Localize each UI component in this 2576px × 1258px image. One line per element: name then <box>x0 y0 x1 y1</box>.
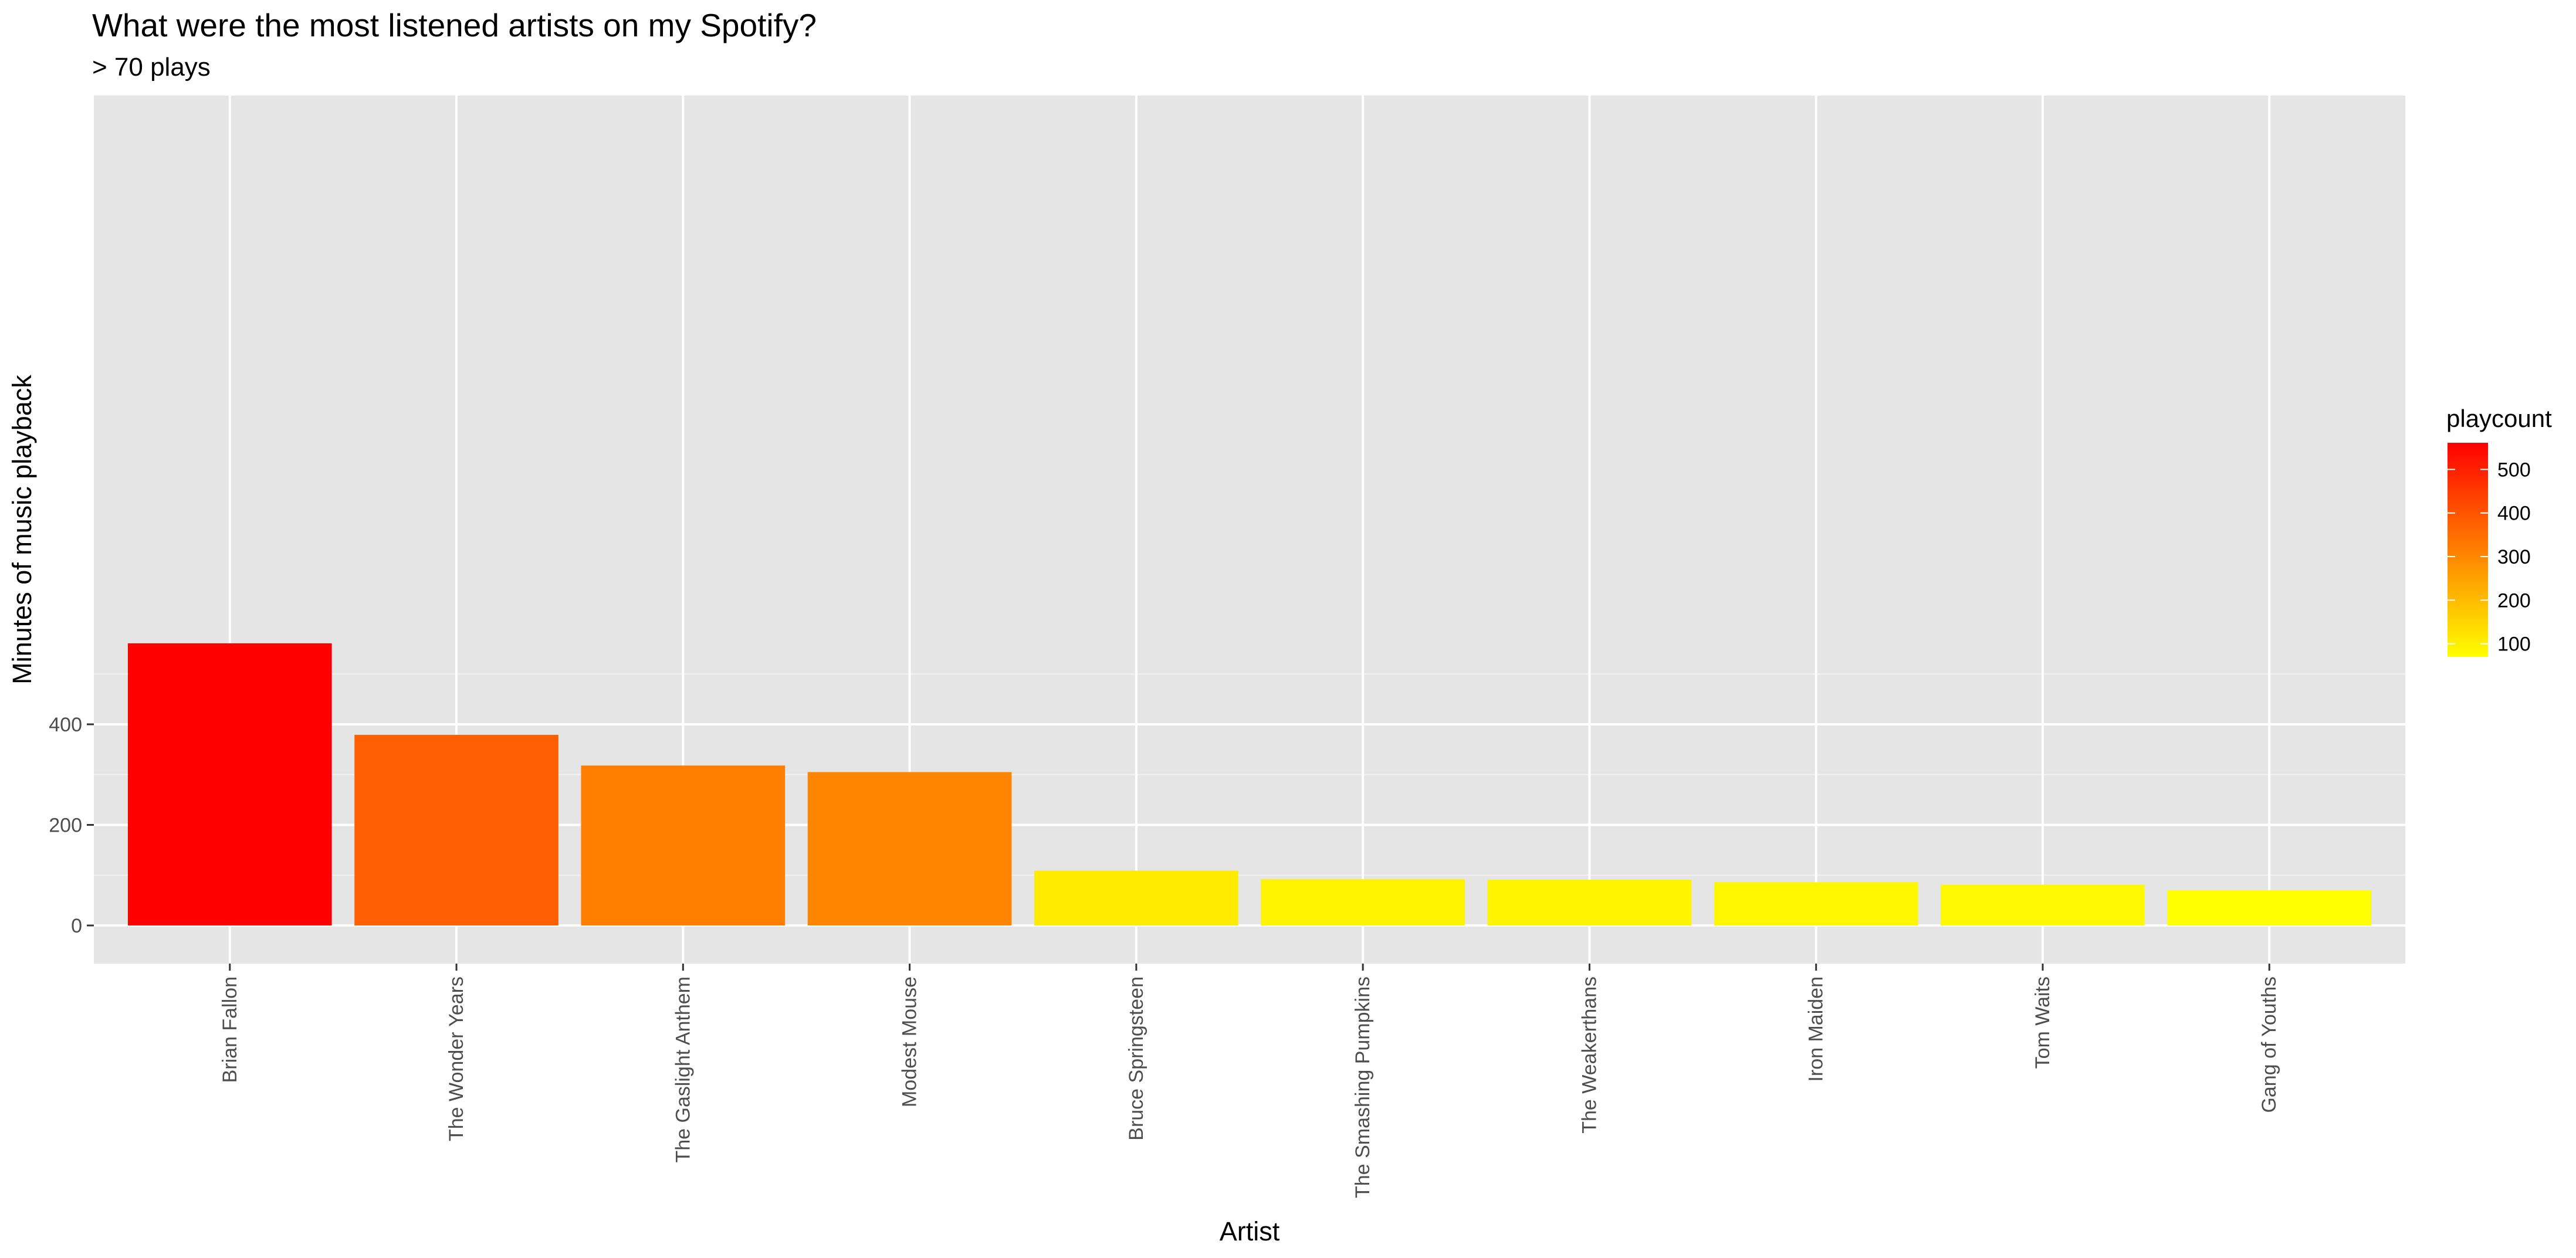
legend-ticks: 100 200 300 400 500 <box>2448 459 2531 656</box>
bars <box>127 643 2372 925</box>
legend: playcount 100 200 300 400 500 <box>2446 405 2552 657</box>
x-tick-label: Brian Fallon <box>219 976 241 1083</box>
chart-subtitle: > 70 plays <box>92 53 211 82</box>
bar <box>807 772 1012 925</box>
y-tick-label: 0 <box>71 915 82 937</box>
bar <box>1261 879 1465 925</box>
x-axis: Brian Fallon The Wonder Years The Gaslight… <box>219 964 2280 1198</box>
bar <box>1034 870 1238 925</box>
legend-tick-label: 400 <box>2497 503 2531 525</box>
bar <box>1714 882 1918 925</box>
bar <box>581 765 786 925</box>
y-tick-label: 200 <box>49 815 82 837</box>
x-tick-label: Iron Maiden <box>1805 976 1827 1082</box>
legend-colorbar <box>2448 443 2488 657</box>
y-axis-title: Minutes of music playback <box>7 375 37 684</box>
bar <box>1487 879 1692 925</box>
legend-tick-label: 200 <box>2497 589 2531 612</box>
x-tick-label: The Wonder Years <box>445 976 468 1141</box>
chart-title: What were the most listened artists on m… <box>92 7 817 43</box>
x-tick-label: Gang of Youths <box>2258 976 2280 1113</box>
y-tick-label: 400 <box>49 714 82 736</box>
bar <box>1941 884 2145 925</box>
x-tick-label: Tom Waits <box>2032 976 2054 1069</box>
legend-tick-label: 100 <box>2497 633 2531 656</box>
y-axis: 0 200 400 <box>49 714 94 937</box>
legend-tick-label: 300 <box>2497 546 2531 568</box>
x-tick-label: The Gaslight Anthem <box>672 976 694 1163</box>
x-tick-label: Bruce Springsteen <box>1125 976 1147 1141</box>
legend-tick-label: 500 <box>2497 459 2531 481</box>
legend-title: playcount <box>2446 405 2552 432</box>
x-tick-label: The Weakerthans <box>1578 976 1600 1134</box>
bar <box>127 643 332 925</box>
bar <box>2167 890 2372 925</box>
x-axis-title: Artist <box>1220 1216 1280 1246</box>
x-tick-label: Modest Mouse <box>899 976 921 1107</box>
x-tick-label: The Smashing Pumpkins <box>1352 976 1374 1198</box>
bar <box>354 735 558 925</box>
